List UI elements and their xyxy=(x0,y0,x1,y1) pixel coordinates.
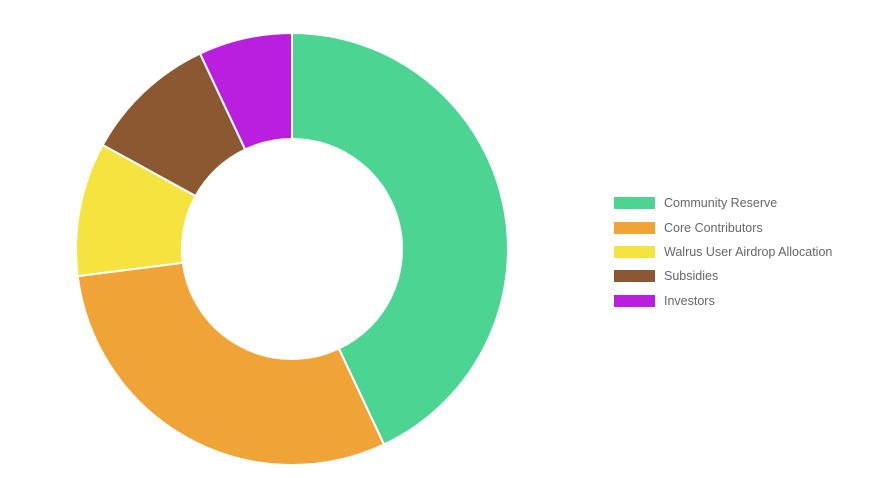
legend-item-walrus-user-airdrop-allocation[interactable]: Walrus User Airdrop Allocation xyxy=(614,240,832,264)
slice-community-reserve[interactable] xyxy=(291,31,509,446)
legend-swatch xyxy=(614,294,655,307)
chart-slices xyxy=(75,31,509,466)
legend-label: Walrus User Airdrop Allocation xyxy=(664,244,833,259)
legend-label: Community Reserve xyxy=(664,196,778,211)
legend-swatch xyxy=(614,197,655,210)
legend-label: Investors xyxy=(664,293,715,308)
slice-investors[interactable] xyxy=(198,31,293,151)
legend-label: Subsidies xyxy=(664,269,719,284)
legend-item-investors[interactable]: Investors xyxy=(614,289,832,313)
legend-swatch xyxy=(614,270,655,283)
slice-core-contributors[interactable] xyxy=(76,261,386,466)
legend-swatch xyxy=(614,221,655,234)
chart-legend: Community Reserve Core Contributors Walrus… xyxy=(614,191,832,313)
legend-item-subsidies[interactable]: Subsidies xyxy=(614,264,832,288)
legend-item-community-reserve[interactable]: Community Reserve xyxy=(614,191,832,215)
legend-swatch xyxy=(614,245,655,258)
legend-item-core-contributors[interactable]: Core Contributors xyxy=(614,215,832,239)
legend-label: Core Contributors xyxy=(664,220,763,235)
